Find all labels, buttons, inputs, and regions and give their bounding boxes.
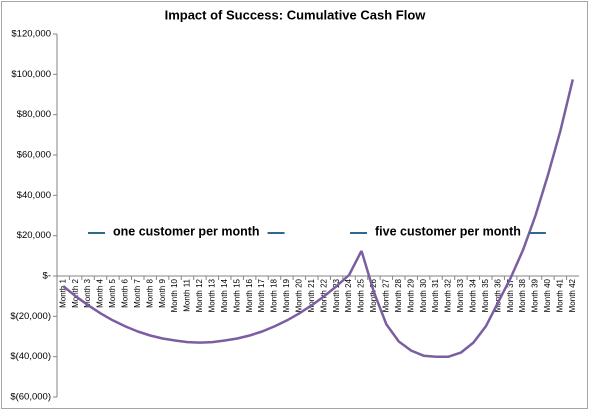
x-tick-label: Month 10 <box>170 278 179 312</box>
x-tick-label: Month 11 <box>183 278 192 311</box>
x-tick-label: Month 19 <box>282 278 291 312</box>
chart-title: Impact of Success: Cumulative Cash Flow <box>165 7 427 22</box>
y-tick-label: $- <box>43 271 51 282</box>
x-tick-label: Month 31 <box>431 278 440 312</box>
x-tick-label: Month 42 <box>568 278 577 312</box>
legend-label: one customer per month <box>113 224 260 238</box>
x-tick-label: Month 28 <box>394 278 403 312</box>
x-tick-label: Month 41 <box>555 278 564 312</box>
y-tick-label: $60,000 <box>17 150 51 161</box>
x-tick-label: Month 24 <box>344 278 353 312</box>
x-tick-label: Month 9 <box>158 278 167 307</box>
legend-label: five customer per month <box>375 224 521 238</box>
y-tick-label: $(40,000) <box>10 351 51 362</box>
x-tick-label: Month 4 <box>96 278 105 307</box>
x-tick-label: Month 7 <box>133 278 142 307</box>
x-tick-label: Month 8 <box>145 278 154 307</box>
series-line <box>62 250 363 344</box>
x-tick-label: Month 6 <box>120 278 129 307</box>
x-tick-label: Month 16 <box>245 278 254 312</box>
y-tick-label: $120,000 <box>11 29 51 40</box>
x-tick-label: Month 33 <box>456 278 465 312</box>
x-tick-label: Month 12 <box>195 278 204 312</box>
x-tick-label: Month 15 <box>232 278 241 312</box>
x-tick-label: Month 27 <box>381 278 390 312</box>
x-tick-label: Month 20 <box>294 278 303 312</box>
y-tick-label: $20,000 <box>17 230 51 241</box>
x-tick-label: Month 40 <box>543 278 552 312</box>
x-tick-label: Month 13 <box>207 278 216 312</box>
x-tick-label: Month 39 <box>531 278 540 312</box>
x-tick-label: Month 18 <box>270 278 279 312</box>
y-tick-label: $80,000 <box>17 109 51 120</box>
x-tick-label: Month 26 <box>369 278 378 312</box>
x-tick-label: Month 1 <box>58 278 67 307</box>
y-tick-label: $100,000 <box>11 69 51 80</box>
x-tick-label: Month 34 <box>468 278 477 312</box>
x-tick-label: Month 36 <box>493 278 502 312</box>
x-tick-label: Month 5 <box>108 278 117 307</box>
x-tick-label: Month 23 <box>332 278 341 312</box>
x-tick-label: Month 29 <box>406 278 415 312</box>
x-tick-label: Month 38 <box>518 278 527 312</box>
x-tick-label: Month 32 <box>444 278 453 312</box>
x-tick-label: Month 2 <box>71 278 80 307</box>
series-line <box>360 79 575 358</box>
y-tick-label: $(20,000) <box>10 311 51 322</box>
x-tick-label: Month 17 <box>257 278 266 312</box>
y-tick-label: $(60,000) <box>10 392 51 403</box>
x-tick-label: Month 30 <box>419 278 428 312</box>
x-tick-label: Month 35 <box>481 278 490 312</box>
x-tick-label: Month 37 <box>506 278 515 312</box>
y-tick-label: $40,000 <box>17 190 51 201</box>
x-tick-label: Month 14 <box>220 278 229 312</box>
x-tick-label: Month 21 <box>307 278 316 312</box>
x-tick-label: Month 3 <box>83 278 92 307</box>
x-tick-label: Month 25 <box>357 278 366 312</box>
